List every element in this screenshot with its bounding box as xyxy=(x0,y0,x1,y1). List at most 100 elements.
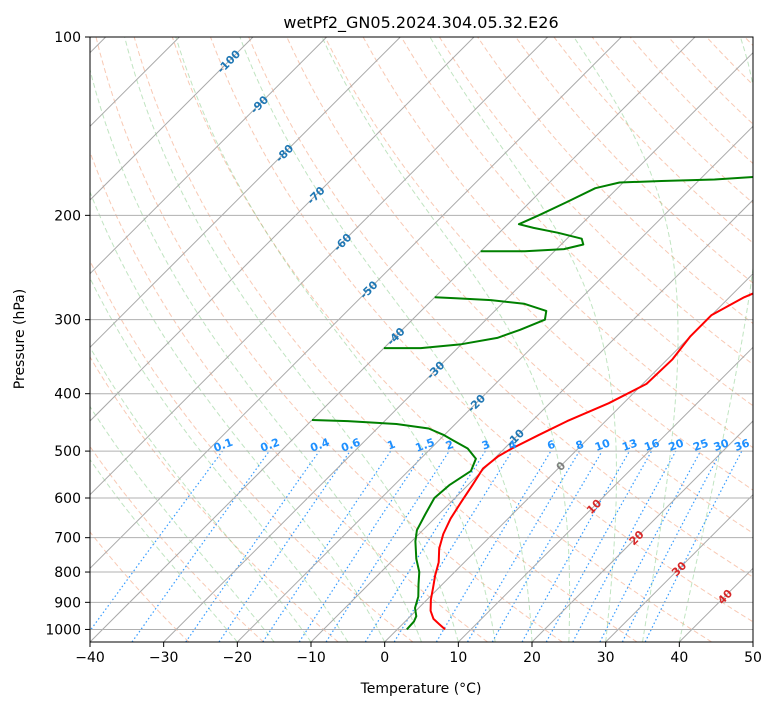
mixing-ratio-line xyxy=(572,450,677,642)
moist-adiabat-line xyxy=(90,458,238,642)
isotherm-line xyxy=(90,37,401,349)
y-axis-label: Pressure (hPa) xyxy=(12,289,28,389)
mixing-ratio-line xyxy=(131,450,270,642)
isotherm-line xyxy=(605,493,753,642)
dry-adiabat-line xyxy=(477,37,753,325)
mixing-ratio-label: 1 xyxy=(385,438,397,453)
moist-adiabat-line xyxy=(175,37,496,642)
x-tick-label: 10 xyxy=(449,650,467,666)
mixing-ratio-line xyxy=(325,450,450,642)
moist-adiabat-line xyxy=(573,37,679,642)
dry-adiabat-line xyxy=(171,37,712,642)
series-line-1 xyxy=(429,292,753,631)
dry-adiabat-line xyxy=(400,37,753,407)
y-tick-label: 700 xyxy=(54,531,81,547)
series-line-4 xyxy=(480,176,753,253)
moist-adiabat-line xyxy=(90,277,349,642)
moist-adiabat-line xyxy=(239,37,533,642)
x-tick-label: −10 xyxy=(296,650,326,666)
x-tick-label: −20 xyxy=(223,650,253,666)
isotherm-line xyxy=(90,37,696,642)
mixing-ratio-line xyxy=(521,450,631,642)
y-tick-label: 500 xyxy=(54,444,81,460)
mixing-ratio-line xyxy=(90,450,223,632)
mixing-ratio-label: 0.6 xyxy=(339,436,362,455)
mixing-ratio-label: 13 xyxy=(620,436,639,453)
mixing-ratio-line xyxy=(185,450,320,642)
y-tick-label: 300 xyxy=(54,313,81,329)
series-line-3 xyxy=(383,296,548,350)
y-tick-label: 400 xyxy=(54,387,81,403)
x-tick-label: −30 xyxy=(149,650,179,666)
dry-adiabat-line xyxy=(90,150,488,642)
y-tick-label: 600 xyxy=(54,491,81,507)
dry-adiabat-line xyxy=(95,37,563,642)
x-tick-label: 40 xyxy=(670,650,688,666)
background-lines xyxy=(90,37,753,642)
y-tick-label: 200 xyxy=(54,208,81,224)
mixing-ratio-label: 4 xyxy=(507,438,519,453)
mixing-ratio-line xyxy=(218,450,351,642)
mixing-ratio-label: 10 xyxy=(593,436,612,454)
mixing-ratio-line xyxy=(491,450,603,642)
y-tick-label: 800 xyxy=(54,565,81,581)
dry-adiabat-line xyxy=(438,37,753,365)
dry-adiabat-line xyxy=(286,37,753,534)
mixing-ratio-line xyxy=(435,450,552,642)
isotherm-line xyxy=(90,37,254,201)
moist-adiabat-line xyxy=(90,346,312,642)
mixing-ratio-line xyxy=(393,450,513,642)
mixing-ratio-label: 0.1 xyxy=(212,436,235,455)
y-axis: 100 200 300 400 500 600 700 800 900 1000 xyxy=(45,30,90,638)
y-tick-label: 900 xyxy=(54,595,81,611)
x-axis: −40 −30 −20 −10 0 10 20 30 40 50 xyxy=(75,642,762,666)
moist-adiabat-line xyxy=(678,37,753,642)
mixing-ratio-label: 6 xyxy=(545,438,557,453)
isotherm-line xyxy=(90,37,549,496)
mixing-ratio-label: 8 xyxy=(574,438,586,453)
dry-adiabat-line xyxy=(210,37,753,623)
mixing-ratio-line xyxy=(364,450,486,642)
mixing-ratio-label: 20 xyxy=(667,436,686,454)
x-tick-label: 30 xyxy=(597,650,615,666)
mixing-ratio-label: 0.2 xyxy=(259,436,282,455)
y-tick-label: 1000 xyxy=(45,622,81,638)
x-axis-label: Temperature (°C) xyxy=(360,681,482,697)
y-tick-label: 100 xyxy=(54,30,81,46)
mixing-ratio-label: 16 xyxy=(642,436,661,454)
x-tick-label: 0 xyxy=(380,650,389,666)
plot-frame xyxy=(89,36,754,643)
mixing-ratio-label: 3 xyxy=(480,438,492,453)
x-tick-label: 20 xyxy=(523,650,541,666)
mixing-ratio-label: 1.5 xyxy=(414,436,437,455)
isotherm-line xyxy=(90,37,475,422)
moist-adiabat-line xyxy=(124,37,459,642)
isotherm-line xyxy=(90,37,622,570)
dry-adiabat-line xyxy=(90,259,414,642)
dry-adiabat-line xyxy=(324,37,753,491)
grid xyxy=(90,37,753,642)
isotherm-line xyxy=(310,199,753,642)
chart-title: wetPf2_GN05.2024.304.05.32.E26 xyxy=(283,13,558,33)
dry-adiabat-line xyxy=(133,37,638,642)
moist-adiabat-line xyxy=(429,37,617,642)
x-tick-label: 50 xyxy=(744,650,762,666)
dry-adiabat-line xyxy=(248,37,753,578)
isotherm-line xyxy=(236,125,753,642)
dry-adiabat-line xyxy=(90,531,190,642)
dry-adiabat-line xyxy=(553,37,753,244)
series-line-2 xyxy=(311,419,477,631)
moist-adiabat-line xyxy=(90,67,422,642)
x-tick-label: −40 xyxy=(75,650,105,666)
mixing-ratio-line xyxy=(466,450,580,642)
isotherm-line xyxy=(163,51,753,642)
dry-adiabat-line xyxy=(90,355,339,642)
dry-adiabat-line xyxy=(591,37,753,204)
isotherm-line xyxy=(90,37,328,275)
mixing-ratio-label: 36 xyxy=(733,436,752,454)
isotherm-line xyxy=(531,420,753,642)
mixing-ratio-label: 0.4 xyxy=(309,436,332,455)
moist-adiabat-line xyxy=(90,190,386,642)
data-series xyxy=(311,176,753,631)
